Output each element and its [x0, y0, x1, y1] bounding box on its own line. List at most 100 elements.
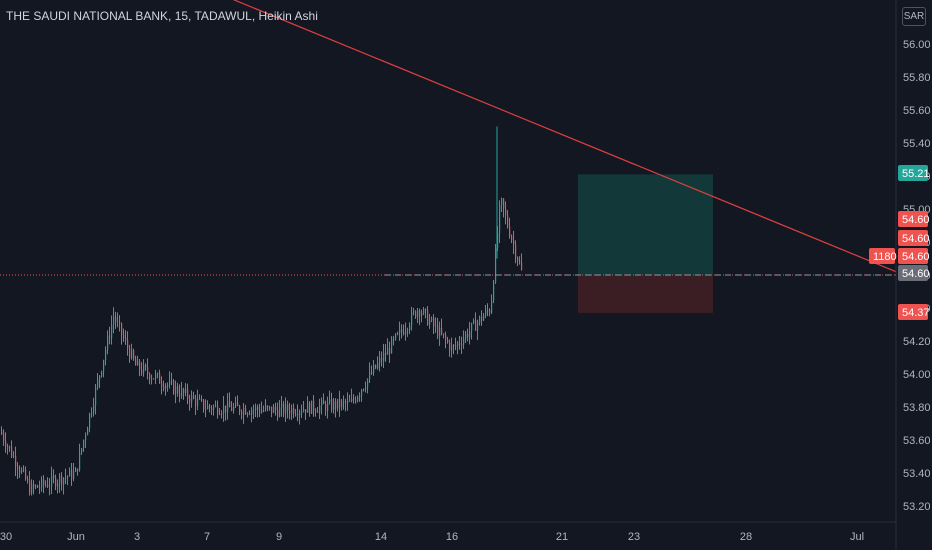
- candle-body: [503, 198, 505, 209]
- price-tag-stop: [898, 304, 928, 320]
- candle-body: [397, 332, 399, 335]
- price-tag-bear: [898, 248, 928, 264]
- position-target-zone[interactable]: [578, 174, 713, 275]
- currency-badge[interactable]: SAR: [902, 7, 926, 26]
- candle-body: [53, 475, 55, 478]
- candle-body: [143, 365, 145, 373]
- candle-body: [293, 407, 295, 415]
- candle-body: [265, 406, 267, 410]
- candle-body: [137, 360, 139, 366]
- candle-body: [509, 226, 511, 237]
- candle-body: [139, 360, 141, 370]
- candle-body: [247, 413, 249, 415]
- price-tag-text: 54.60: [902, 214, 930, 226]
- candle-body: [315, 410, 317, 412]
- countdown-tag-text: 1180: [873, 251, 897, 263]
- candle-body: [15, 455, 17, 467]
- candle-body: [381, 358, 383, 361]
- candle-body: [421, 313, 423, 316]
- candle-body: [363, 389, 365, 391]
- candle-body: [457, 342, 459, 346]
- candle-body: [23, 469, 25, 471]
- candle-body: [177, 386, 179, 394]
- time-tick-label: 3: [134, 531, 140, 543]
- candle-body: [307, 402, 309, 413]
- candle-body: [295, 414, 297, 416]
- candle-body: [47, 484, 49, 487]
- drawings-layer[interactable]: [0, 0, 897, 313]
- candle-body: [29, 480, 31, 494]
- candle-body: [263, 409, 265, 411]
- position-stop-zone[interactable]: [578, 275, 713, 313]
- candle-body: [133, 350, 135, 359]
- price-tick-label: 55.60: [903, 105, 931, 117]
- trendline[interactable]: [0, 0, 897, 273]
- candle-body: [271, 406, 273, 413]
- candle-body: [93, 405, 95, 413]
- candle-body: [487, 309, 489, 311]
- candle-body: [393, 338, 395, 340]
- candle-body: [299, 411, 301, 416]
- candle-body: [303, 409, 305, 412]
- candle-body: [407, 329, 409, 331]
- candle-body: [191, 395, 193, 403]
- candle-body: [317, 411, 319, 413]
- candle-body: [65, 477, 67, 479]
- time-axis[interactable]: 30 Jun 3 7 9 14 16 21 23 28 Jul: [0, 531, 864, 543]
- candle-body: [153, 378, 155, 380]
- candle-body: [171, 380, 173, 382]
- candle-body: [301, 411, 303, 413]
- candle-body: [477, 322, 479, 331]
- candle-body: [425, 309, 427, 311]
- candle-body: [57, 483, 59, 487]
- candle-body: [259, 409, 261, 413]
- candle-body: [449, 342, 451, 351]
- candle-body: [5, 440, 7, 447]
- candle-body: [97, 379, 99, 388]
- candle-body: [219, 414, 221, 416]
- candle-body: [467, 333, 469, 338]
- candle-body: [51, 475, 53, 486]
- candle-body: [261, 410, 263, 413]
- candle-body: [471, 322, 473, 332]
- candles-layer: [1, 126, 523, 496]
- candle-body: [21, 469, 23, 473]
- candle-body: [411, 312, 413, 326]
- price-tick-label: 56.00: [903, 39, 931, 51]
- candle-body: [17, 466, 19, 470]
- candle-body: [353, 398, 355, 400]
- candle-body: [55, 477, 57, 487]
- candle-body: [389, 347, 391, 354]
- candle-body: [9, 446, 11, 448]
- countdown-tag: [869, 248, 895, 264]
- candle-body: [267, 406, 269, 408]
- candle-body: [31, 484, 33, 494]
- candle-body: [233, 406, 235, 411]
- candle-body: [403, 331, 405, 334]
- candle-body: [387, 347, 389, 355]
- candle-body: [415, 311, 417, 318]
- candle-body: [11, 446, 13, 457]
- candle-body: [213, 406, 215, 410]
- candle-body: [517, 257, 519, 262]
- candle-body: [519, 261, 521, 263]
- candle-body: [497, 233, 499, 249]
- candle-body: [391, 338, 393, 354]
- candle-body: [355, 399, 357, 402]
- candle-body: [253, 409, 255, 411]
- candle-body: [443, 333, 445, 335]
- candle-body: [273, 407, 275, 413]
- candle-body: [377, 362, 379, 368]
- candle-body: [109, 335, 111, 338]
- candle-body: [483, 315, 485, 321]
- candle-body: [459, 342, 461, 345]
- price-tick-label: 53.20: [903, 501, 931, 513]
- candle-body: [127, 339, 129, 349]
- time-tick-label: 21: [556, 531, 568, 543]
- candle-body: [151, 378, 153, 380]
- candle-body: [7, 446, 9, 448]
- candle-body: [439, 327, 441, 337]
- candle-body: [49, 485, 51, 487]
- candle-body: [225, 405, 227, 413]
